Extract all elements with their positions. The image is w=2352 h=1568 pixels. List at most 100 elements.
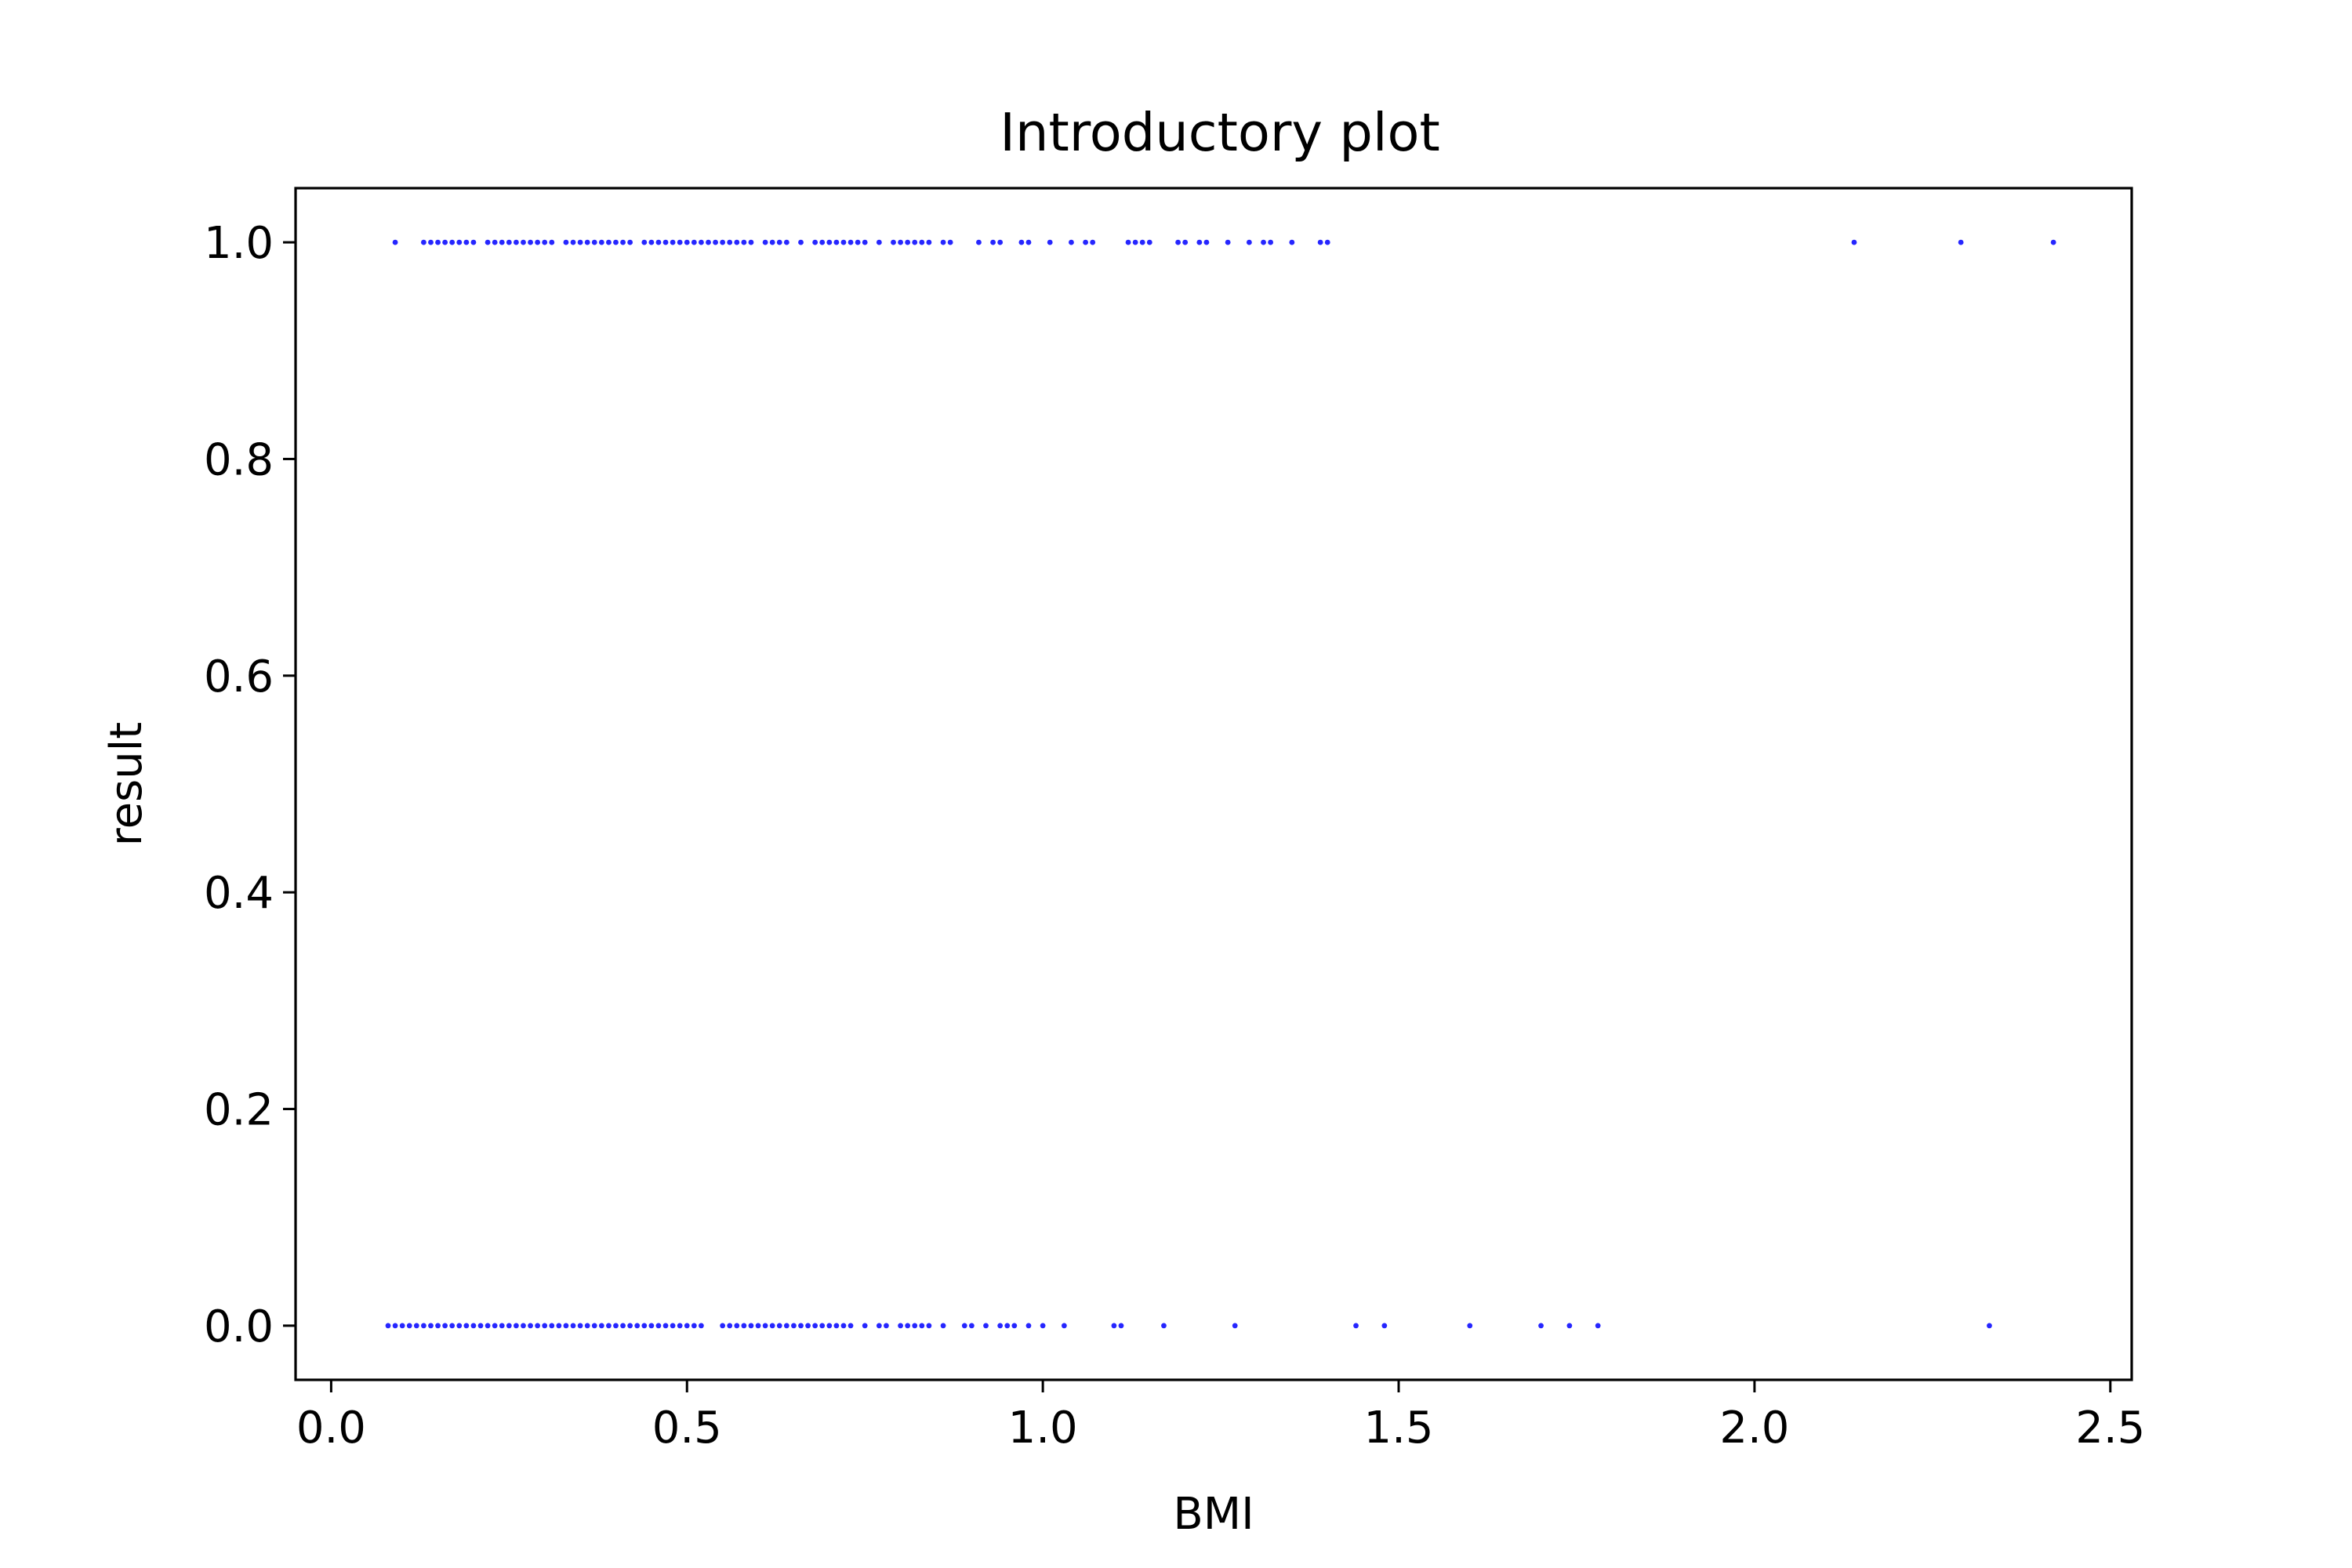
scatter-point: [769, 1323, 775, 1329]
x-tick-label: 1.0: [1008, 1403, 1078, 1454]
scatter-point: [1090, 239, 1096, 245]
scatter-point: [1566, 1323, 1573, 1329]
scatter-point: [442, 1323, 448, 1329]
points-layer: [385, 239, 2056, 1329]
scatter-point: [591, 239, 597, 245]
scatter-point: [420, 239, 426, 245]
scatter-point: [1069, 239, 1074, 245]
scatter-point: [898, 1323, 903, 1329]
scatter-point: [919, 239, 925, 245]
scatter-point: [413, 1323, 419, 1329]
scatter-point: [463, 1323, 470, 1329]
scatter-point: [499, 1323, 505, 1329]
scatter-point: [1261, 239, 1266, 245]
scatter-point: [627, 1323, 633, 1329]
scatter-point: [392, 239, 398, 245]
series-0: [392, 239, 2056, 245]
chart-title: Introductory plot: [1000, 102, 1440, 163]
scatter-point: [570, 1323, 576, 1329]
scatter-point: [691, 1323, 697, 1329]
scatter-point: [662, 239, 669, 245]
scatter-point: [997, 1323, 1004, 1329]
scatter-point: [470, 1323, 477, 1329]
scatter-point: [1139, 239, 1145, 245]
scatter-point: [876, 1323, 882, 1329]
scatter-point: [898, 239, 903, 245]
scatter-point: [620, 1323, 626, 1329]
x-tick-label: 0.0: [296, 1403, 366, 1454]
scatter-point: [1851, 239, 1857, 245]
scatter-point: [748, 239, 754, 245]
scatter-point: [613, 239, 619, 245]
scatter-point: [1203, 239, 1210, 245]
scatter-point: [606, 1323, 612, 1329]
scatter-point: [535, 1323, 541, 1329]
scatter-point: [456, 1323, 463, 1329]
scatter-point: [691, 239, 697, 245]
scatter-point: [884, 1323, 889, 1329]
scatter-point: [1196, 239, 1203, 245]
scatter-point: [506, 1323, 512, 1329]
scatter-point: [655, 239, 662, 245]
scatter-point: [521, 1323, 526, 1329]
scatter-point: [1011, 1323, 1018, 1329]
scatter-point: [727, 239, 733, 245]
scatter-point: [905, 239, 911, 245]
scatter-point: [940, 1323, 946, 1329]
scatter-point: [399, 1323, 405, 1329]
scatter-point: [606, 239, 612, 245]
scatter-point: [641, 1323, 648, 1329]
scatter-point: [741, 239, 747, 245]
scatter-point: [1132, 239, 1138, 245]
scatter-point: [648, 239, 655, 245]
scatter-point: [812, 1323, 818, 1329]
scatter-point: [919, 1323, 925, 1329]
scatter-point: [2050, 239, 2056, 245]
scatter-point: [620, 239, 626, 245]
scatter-point: [720, 239, 726, 245]
scatter-point: [641, 239, 648, 245]
scatter-point: [677, 239, 683, 245]
scatter-point: [634, 1323, 641, 1329]
scatter-point: [485, 239, 491, 245]
scatter-point: [662, 1323, 669, 1329]
scatter-point: [677, 1323, 683, 1329]
x-tick-label: 0.5: [652, 1403, 722, 1454]
scatter-point: [1061, 1323, 1067, 1329]
scatter-point: [891, 239, 896, 245]
x-tick-label: 2.0: [1719, 1403, 1789, 1454]
scatter-point: [420, 1323, 426, 1329]
scatter-point: [1161, 1323, 1167, 1329]
scatter-point: [1225, 239, 1231, 245]
scatter-point: [570, 239, 576, 245]
scatter-point: [855, 239, 861, 245]
scatter-point: [1538, 1323, 1544, 1329]
y-tick-label: 1.0: [204, 218, 274, 269]
scatter-point: [584, 1323, 590, 1329]
scatter-point: [535, 239, 541, 245]
scatter-point: [926, 1323, 932, 1329]
scatter-point: [435, 1323, 441, 1329]
axes-layer: 0.0 0.5 1.0 1.5 2.0 2.5 0.0 0.2 0.4 0.6 0.8 1.0: [204, 218, 2145, 1454]
scatter-point: [563, 239, 569, 245]
scatter-point: [1125, 239, 1131, 245]
scatter-point: [577, 1323, 583, 1329]
scatter-point: [826, 1323, 833, 1329]
y-tick-label: 0.8: [204, 434, 274, 485]
scatter-point: [848, 239, 854, 245]
y-axis-label: result: [101, 722, 152, 846]
scatter-point: [840, 239, 847, 245]
scatter-point: [848, 1323, 854, 1329]
scatter-point: [1025, 1323, 1032, 1329]
y-tick-label: 0.4: [204, 868, 274, 919]
scatter-point: [741, 1323, 747, 1329]
scatter-point: [1317, 239, 1323, 245]
scatter-point: [1004, 1323, 1011, 1329]
scatter-point: [947, 239, 953, 245]
scatter-point: [1958, 239, 1964, 245]
plot-frame: [294, 187, 2133, 1381]
scatter-point: [485, 1323, 491, 1329]
scatter-point: [819, 239, 826, 245]
scatter-point: [542, 239, 548, 245]
